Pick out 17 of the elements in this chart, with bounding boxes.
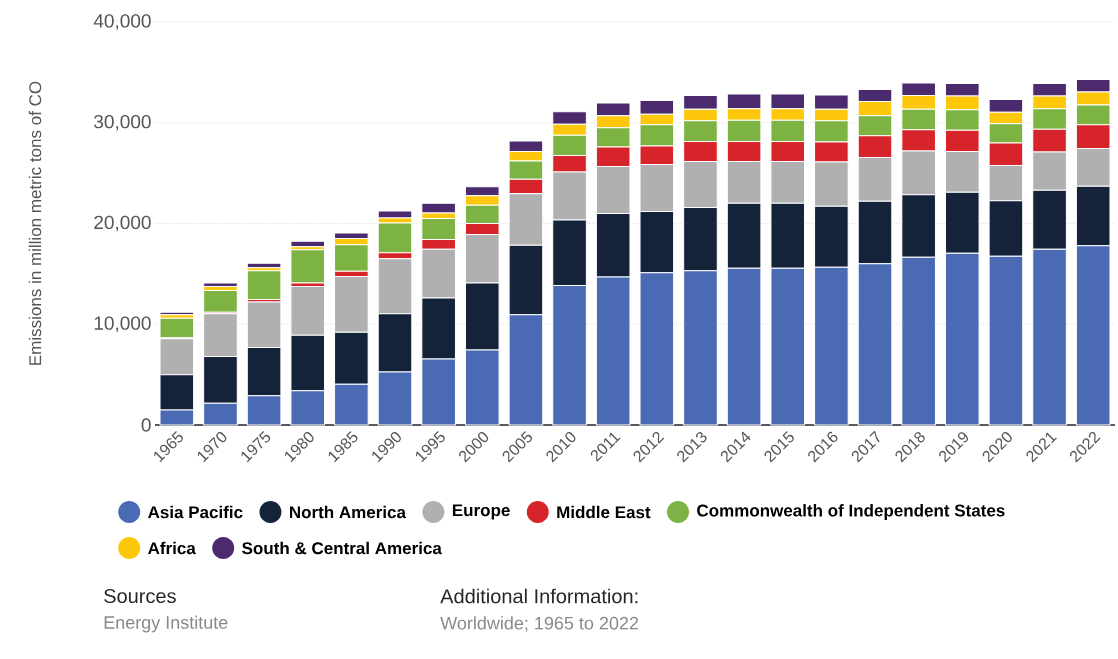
legend-label: Commonwealth of Independent States [697,504,1005,520]
legend-label: Europe [452,504,510,520]
y-tick-label: 30,000 [94,114,151,131]
y-tick-label: 0 [141,418,151,432]
legend-label: North America [289,505,407,519]
y-tick-label: 40,000 [93,14,151,30]
text: Sources [104,588,176,604]
text: Energy Institute [104,615,228,633]
text: Additional Information: [440,588,638,604]
y-tick-label: 10,000 [94,316,151,333]
y-tick-label: 20,000 [94,215,151,232]
legend-label: Africa [148,541,196,555]
legend-label: Asia Pacific [148,505,243,519]
text: Worldwide; 1965 to 2022 [440,616,639,632]
legend-label: South & Central America [242,541,442,555]
legend-label: Middle East [557,505,651,519]
y-axis-title: Emissions in million metric tons of CO [28,81,42,365]
